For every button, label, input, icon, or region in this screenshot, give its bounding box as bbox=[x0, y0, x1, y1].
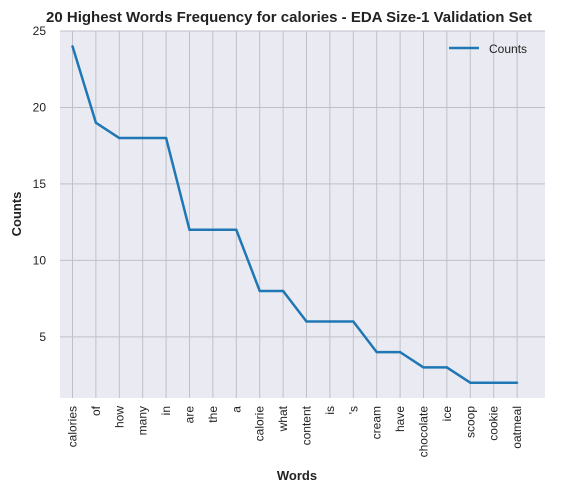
x-tick-label: 's bbox=[346, 406, 360, 414]
data-point bbox=[281, 289, 285, 293]
data-point bbox=[305, 320, 308, 323]
grid bbox=[60, 30, 545, 398]
series-layer bbox=[71, 45, 519, 384]
y-tick-label: 10 bbox=[33, 253, 47, 267]
x-tick-label: cream bbox=[370, 406, 384, 439]
data-point bbox=[422, 366, 425, 369]
x-tick-label: many bbox=[136, 406, 150, 435]
data-point bbox=[492, 381, 495, 384]
x-tick-label: a bbox=[229, 406, 243, 413]
legend: Counts bbox=[449, 42, 527, 56]
data-point bbox=[118, 136, 121, 140]
x-tick-label: content bbox=[300, 405, 314, 445]
y-tick-label: 25 bbox=[33, 24, 47, 38]
x-tick-label: are bbox=[183, 406, 197, 424]
x-tick-label: calorie bbox=[253, 406, 267, 442]
x-tick-label: in bbox=[159, 406, 173, 415]
data-point bbox=[164, 136, 168, 140]
x-tick-label: what bbox=[276, 405, 290, 432]
plot-area bbox=[60, 31, 545, 398]
data-point bbox=[352, 320, 355, 323]
x-tick-label: chocolate bbox=[417, 406, 431, 458]
data-point bbox=[445, 366, 449, 369]
x-tick-label: the bbox=[206, 406, 220, 423]
y-tick-label: 5 bbox=[39, 330, 46, 344]
data-point bbox=[515, 381, 519, 384]
x-tick-label: scoop bbox=[463, 406, 477, 438]
data-point bbox=[328, 320, 332, 323]
data-point bbox=[469, 381, 472, 384]
y-tick-label: 15 bbox=[33, 177, 47, 191]
data-point bbox=[258, 289, 261, 293]
data-point bbox=[71, 45, 74, 48]
x-tick-label: of bbox=[89, 405, 103, 416]
x-tick-label: oatmeal bbox=[510, 406, 524, 449]
x-tick-label: have bbox=[393, 406, 407, 432]
legend-label: Counts bbox=[489, 42, 527, 56]
x-axis-label: Words bbox=[277, 468, 317, 483]
x-tick-label: how bbox=[112, 406, 126, 428]
data-point bbox=[235, 228, 238, 231]
x-tick-label: calories bbox=[66, 406, 80, 447]
y-tick-label: 20 bbox=[33, 100, 47, 114]
x-tick-label: cookie bbox=[487, 406, 501, 441]
data-point bbox=[188, 228, 191, 231]
x-tick-label: is bbox=[323, 406, 337, 415]
data-point bbox=[398, 350, 402, 354]
chart-title: 20 Highest Words Frequency for calories … bbox=[46, 9, 532, 26]
series-line-counts bbox=[71, 45, 518, 384]
data-point bbox=[211, 228, 215, 231]
tick-labels: 5 10 15 20 25 calories of how many in are the a calor… bbox=[33, 24, 524, 457]
x-tick-label: ice bbox=[440, 406, 454, 422]
y-axis-label: Counts bbox=[9, 192, 24, 237]
data-point bbox=[375, 350, 378, 354]
data-point bbox=[94, 121, 98, 124]
data-point bbox=[141, 136, 144, 140]
